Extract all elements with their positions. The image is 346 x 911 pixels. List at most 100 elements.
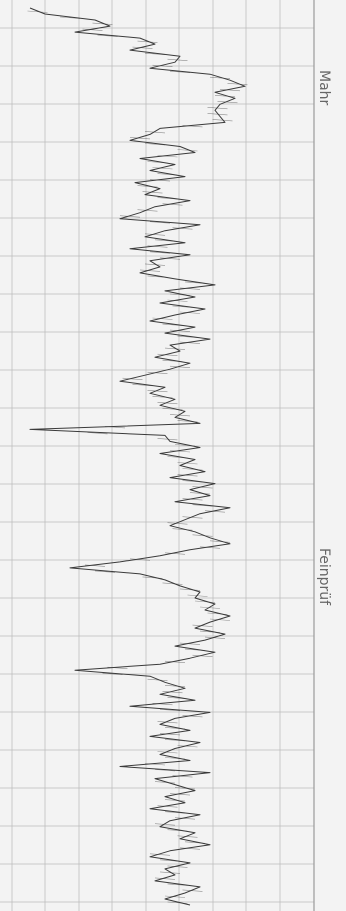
- trace-jitter: [142, 191, 163, 194]
- trace-jitter: [94, 570, 116, 573]
- trace-jitter: [182, 889, 203, 892]
- trace-jitter: [152, 703, 173, 706]
- trace-jitter: [169, 293, 191, 296]
- trace-jitter: [147, 390, 168, 393]
- grid-vertical-lines: [11, 0, 281, 911]
- trace-jitter: [212, 119, 233, 122]
- trace-jitter: [152, 64, 173, 67]
- trace-jitter: [142, 576, 163, 579]
- trace-jitter: [137, 40, 158, 43]
- trace-jitter: [214, 95, 236, 98]
- trace-jitter: [157, 438, 178, 441]
- trace-jitter: [204, 510, 226, 513]
- trace-jitter: [157, 721, 178, 724]
- trace-jitter: [139, 269, 161, 272]
- trace-jitter: [167, 456, 188, 459]
- trace-jitter: [147, 678, 168, 681]
- trace-jitter: [177, 745, 198, 748]
- trace-jitter: [144, 233, 166, 236]
- trace-jitter: [164, 811, 186, 814]
- label-feinpruf: Feinprüf: [316, 548, 332, 606]
- trace-jitter: [207, 107, 228, 110]
- trace-jitter: [147, 245, 168, 248]
- trace-jitter: [164, 799, 186, 802]
- trace-jitter: [182, 480, 203, 483]
- trace-jitter: [199, 630, 221, 633]
- trace-jitter: [167, 865, 188, 868]
- trace-jitter: [164, 347, 186, 350]
- trace-jitter: [169, 329, 191, 332]
- trace-jitter: [179, 847, 201, 850]
- trace-jitter: [104, 426, 126, 429]
- trace-jitter: [217, 101, 238, 104]
- trace-jitter: [97, 34, 118, 37]
- trace-jitter: [167, 697, 188, 700]
- trace-jitter: [164, 552, 186, 555]
- trace-jitter: [162, 691, 183, 694]
- trace-jitter: [182, 125, 203, 128]
- trace-jitter: [184, 841, 206, 844]
- grid-horizontal-lines: [0, 27, 314, 903]
- trace-jitter: [192, 624, 213, 627]
- trace-jitter: [132, 46, 153, 49]
- trace-jitter: [157, 402, 178, 405]
- trace-jitter: [169, 450, 191, 453]
- trace-jitter: [92, 22, 113, 25]
- trace-jitter: [167, 829, 188, 832]
- trace-jitter: [199, 546, 221, 549]
- trace-jitter: [162, 323, 183, 326]
- trace-jitter: [27, 10, 48, 13]
- trace-jitter: [152, 396, 173, 399]
- trace-jitter: [169, 70, 191, 73]
- trace-jitter: [119, 215, 141, 218]
- trace-jitter: [184, 648, 206, 651]
- trace-jitter: [147, 161, 168, 164]
- trace-jitter: [154, 239, 176, 242]
- trace-jitter: [149, 251, 171, 254]
- trace-jitter: [169, 414, 191, 417]
- trace-jitter: [164, 895, 186, 898]
- trace-jitter: [87, 432, 108, 435]
- trace-jitter: [162, 408, 183, 411]
- trace-jitter: [157, 197, 178, 200]
- trace-jitter: [172, 528, 193, 531]
- trace-jitter: [177, 474, 198, 477]
- label-mahr: Mahr: [316, 70, 332, 106]
- trace-jitter: [122, 377, 143, 380]
- trace-jitter: [144, 131, 166, 134]
- trace-jitter: [179, 341, 201, 344]
- trace-jitter: [189, 492, 211, 495]
- trace-jitter: [174, 787, 196, 790]
- trace-jitter: [179, 287, 201, 290]
- trace-jitter: [209, 540, 231, 543]
- trace-jitter: [177, 335, 198, 338]
- trace-jitter: [199, 606, 221, 609]
- trace-jitter: [174, 444, 196, 447]
- trace-jitter: [147, 275, 168, 278]
- trace-jitter: [102, 672, 123, 675]
- trace-jitter: [179, 642, 201, 645]
- trace-jitter: [182, 516, 203, 519]
- trace-jitter: [144, 143, 166, 146]
- trace-jitter: [154, 823, 176, 826]
- trace-jitter: [147, 371, 168, 374]
- trace-jitter: [219, 89, 241, 92]
- trace-jitter: [182, 498, 203, 501]
- trace-jitter: [167, 883, 188, 886]
- trace-jitter: [157, 805, 178, 808]
- trace-jitter: [164, 660, 186, 663]
- trace-jitter: [107, 666, 128, 669]
- trace-jitter: [172, 227, 193, 230]
- trace-jitter: [144, 52, 166, 55]
- trace-jitter: [207, 612, 228, 615]
- trace-jitter: [194, 600, 216, 603]
- trace-jitter: [184, 281, 206, 284]
- trace-line: [29, 7, 246, 906]
- trace-jitter: [149, 179, 171, 182]
- trace-jitter: [162, 203, 183, 206]
- trace-jitter: [207, 113, 228, 116]
- trace-jitter: [164, 757, 186, 760]
- trace-jitter: [192, 654, 213, 657]
- trace-jitter: [164, 739, 186, 742]
